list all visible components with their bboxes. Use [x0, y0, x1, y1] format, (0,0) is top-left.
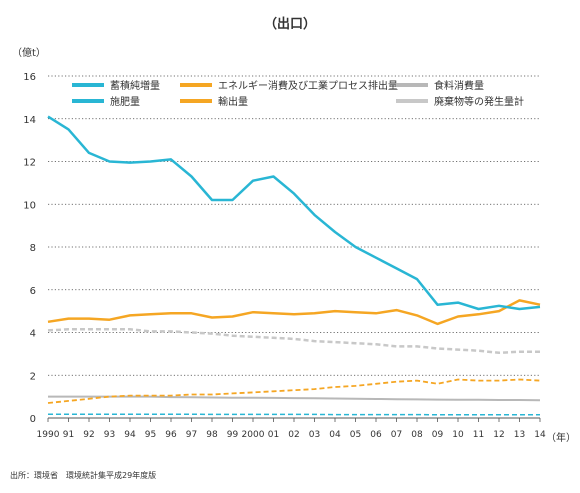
legend-label: 廃棄物等の発生量計 [434, 95, 524, 108]
y-tick-label: 4 [30, 329, 36, 340]
x-tick-label: 96 [165, 430, 177, 440]
grid [48, 75, 540, 376]
y-tick-label: 0 [30, 414, 36, 425]
y-tick-label: 6 [30, 286, 36, 297]
chart-title: （出口） [264, 16, 316, 32]
x-tick-label: 03 [309, 430, 320, 440]
x-tick-label: 08 [411, 430, 423, 440]
y-tick-label: 2 [30, 371, 36, 382]
y-axis-unit-label: （億t） [12, 46, 46, 59]
series-line-0 [47, 115, 541, 311]
legend-label: 食料消費量 [434, 79, 484, 92]
x-tick-label: 2000 [242, 430, 265, 440]
x-tick-label: 99 [227, 430, 239, 440]
y-tick-label: 10 [23, 200, 36, 211]
x-tick-label: 09 [432, 430, 444, 440]
x-tick-label: 92 [83, 430, 94, 440]
source-note: 出所：環境省 環境統計集平成29年度版 [10, 470, 156, 480]
y-tick-label: 8 [30, 243, 36, 254]
x-tick-label: 01 [268, 430, 279, 440]
series-line-1 [47, 299, 541, 326]
legend-label: 施肥量 [110, 95, 140, 108]
x-tick-label: 93 [104, 430, 115, 440]
y-tick-label: 12 [23, 158, 36, 169]
x-tick-label: 02 [288, 430, 299, 440]
series-line-5 [47, 328, 540, 355]
x-tick-label: 11 [473, 430, 484, 440]
legend-label: エネルギー消費及び工業プロセス排出量 [218, 79, 398, 92]
x-tick-label: 04 [329, 430, 341, 440]
legend-label: 蓄積純増量 [110, 79, 160, 92]
x-tick-label: 94 [124, 430, 136, 440]
series-group [47, 115, 541, 416]
x-axis-unit-label: （年） [546, 431, 576, 444]
y-tick-label: 14 [23, 115, 36, 126]
x-tick-label: 95 [145, 430, 156, 440]
series-line-4 [47, 378, 541, 404]
x-tick-label: 12 [493, 430, 504, 440]
legend-label: 輸出量 [218, 95, 248, 108]
x-tick-label: 07 [391, 430, 402, 440]
x-tick-label: 14 [534, 430, 546, 440]
x-tick-label: 98 [206, 430, 218, 440]
x-tick-label: 05 [350, 430, 361, 440]
series-line-2 [48, 395, 541, 402]
x-tick-label: 97 [186, 430, 197, 440]
x-tick-label: 91 [63, 430, 74, 440]
x-tick-label: 10 [452, 430, 464, 440]
series-line-3 [48, 413, 540, 416]
x-tick-label: 1990 [37, 430, 60, 440]
x-tick-label: 13 [514, 430, 525, 440]
y-tick-label: 16 [23, 72, 36, 83]
x-tick-label: 06 [370, 430, 382, 440]
